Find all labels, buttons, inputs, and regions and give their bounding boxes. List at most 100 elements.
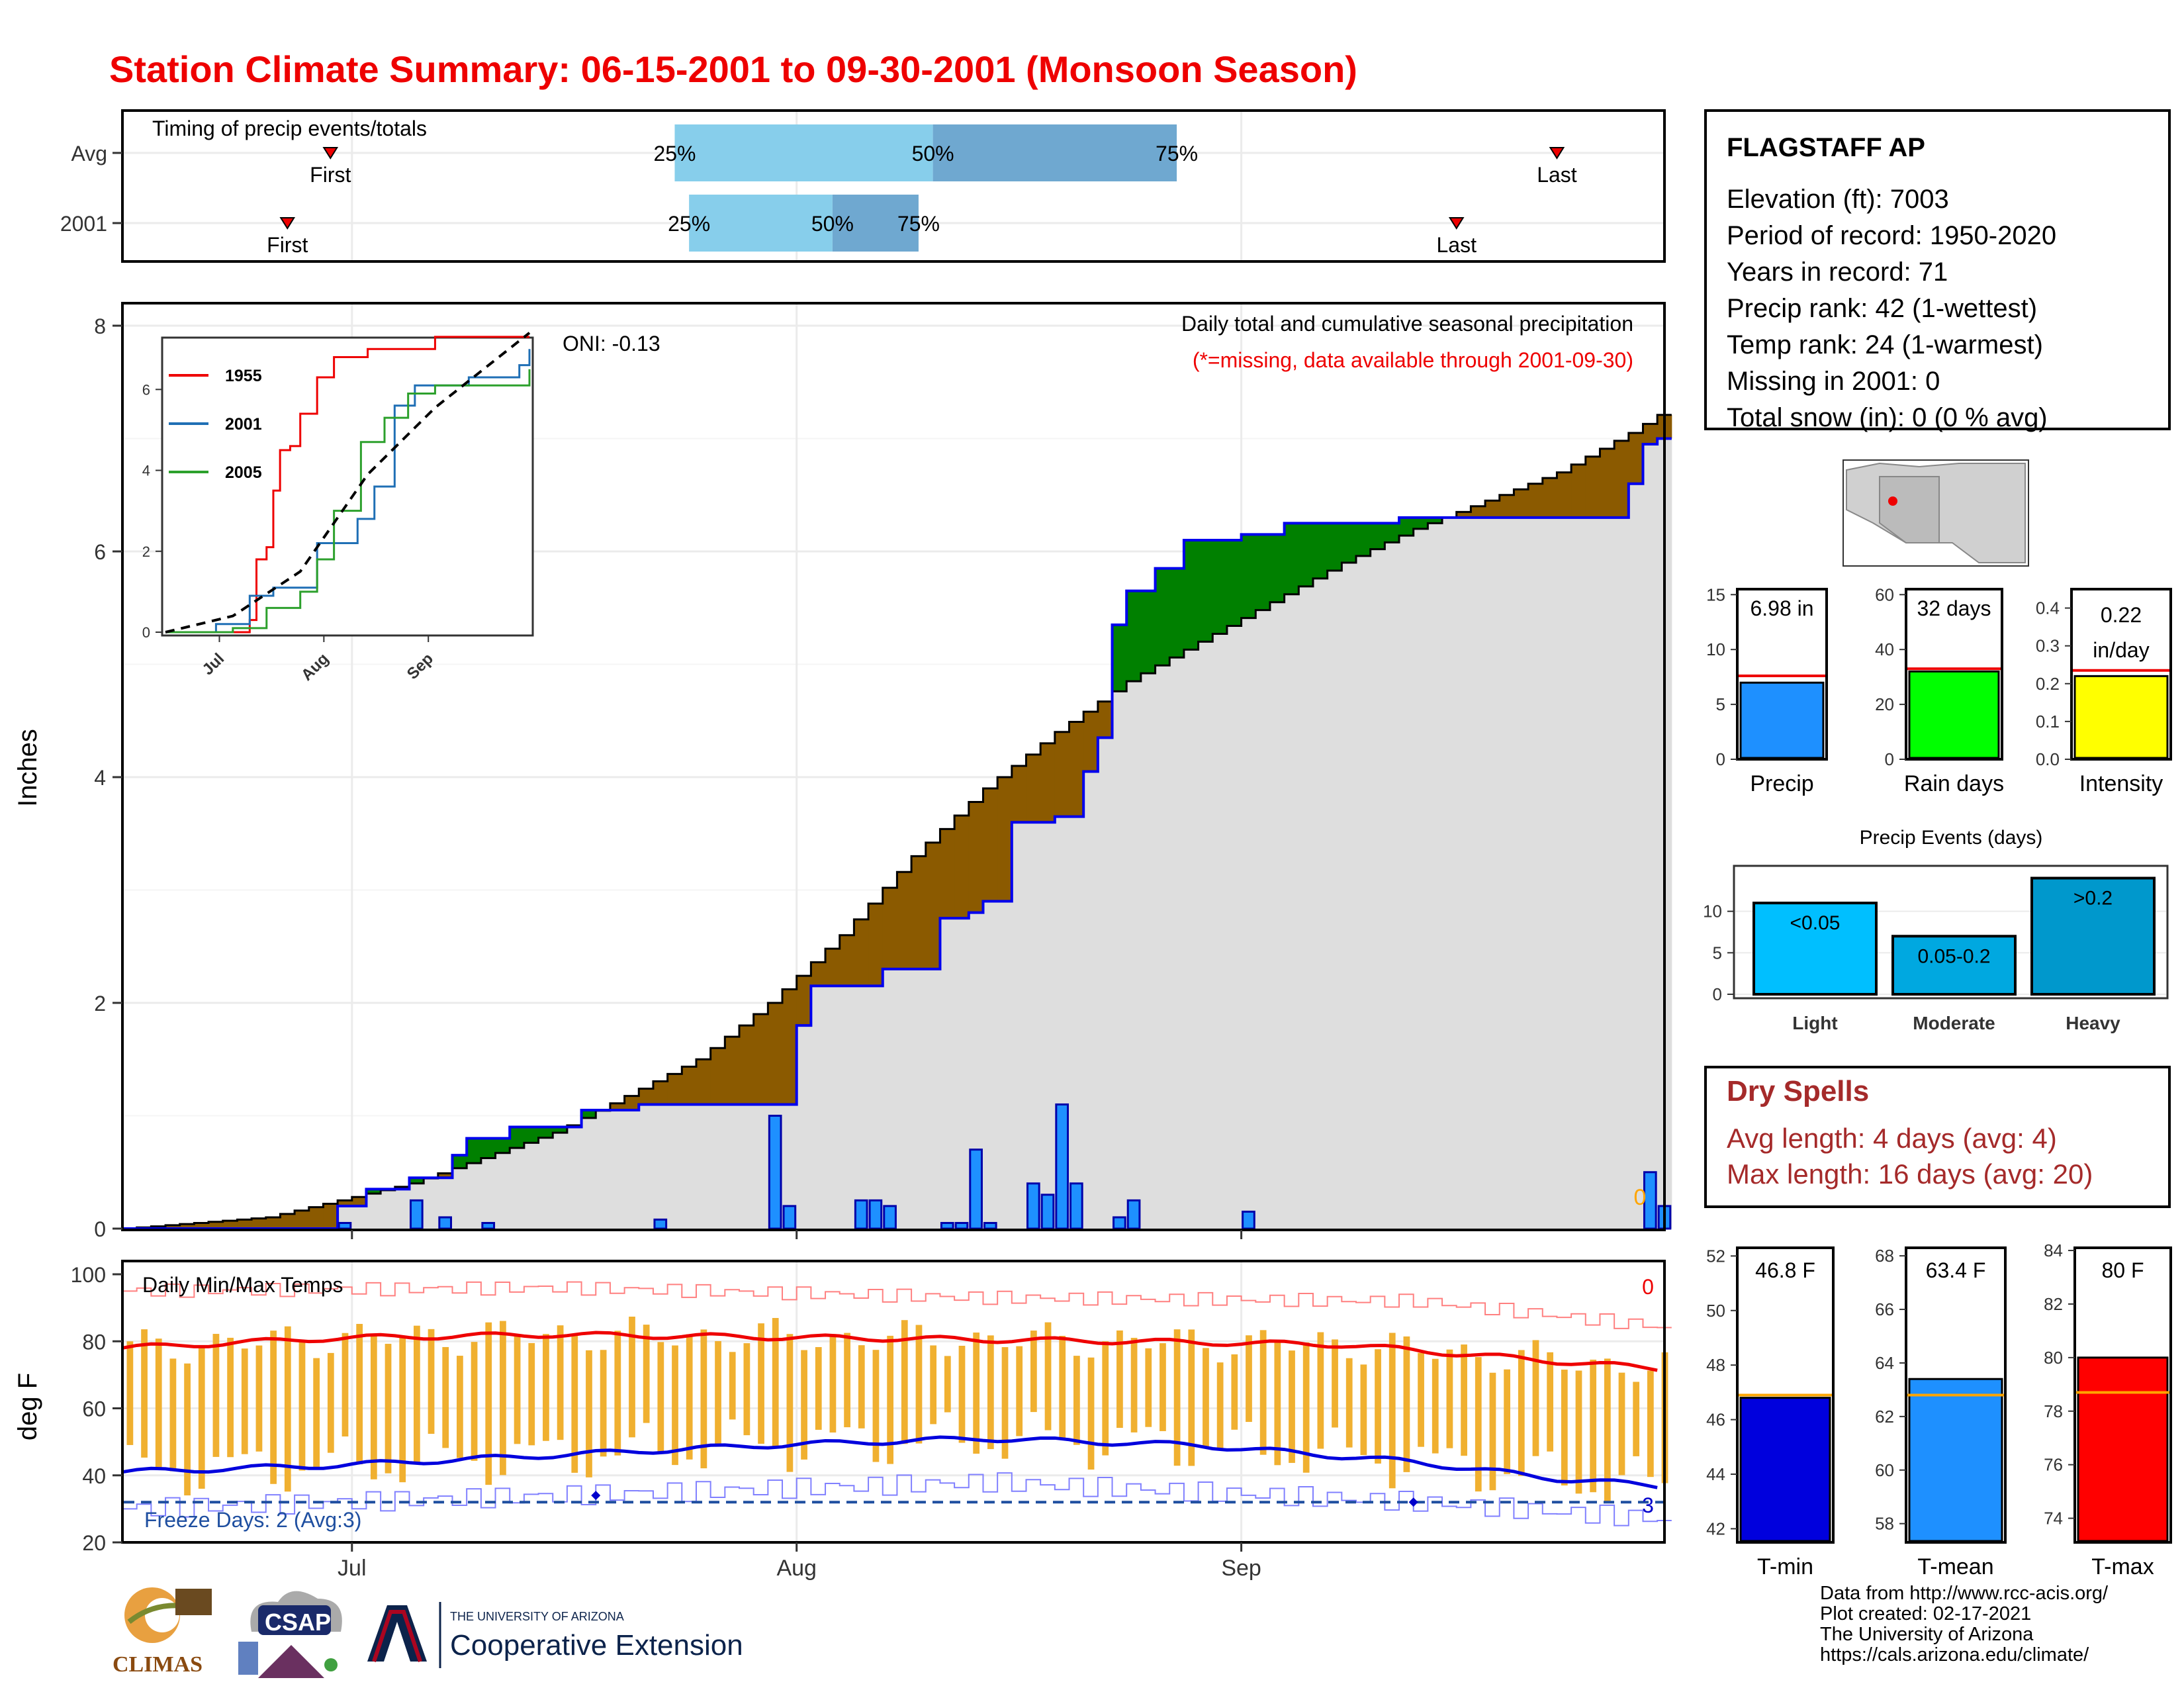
below-avg-fill xyxy=(1026,754,1041,823)
cumulative-base xyxy=(954,918,970,1229)
freeze-days-label: Freeze Days: 2 (Avg:3) xyxy=(144,1508,361,1532)
daily-temp-bar xyxy=(1317,1332,1324,1449)
below-avg-fill xyxy=(954,815,970,919)
daily-temp-bar xyxy=(844,1333,850,1428)
above-avg-fill xyxy=(581,1109,596,1118)
above-avg-fill xyxy=(452,1155,467,1168)
t-mean-label: T-mean xyxy=(1917,1554,1993,1579)
daily-temp-bar xyxy=(987,1335,994,1450)
daily-temp-bar xyxy=(1001,1347,1009,1459)
below-avg-fill xyxy=(1514,489,1529,518)
cumulative-base xyxy=(1514,517,1529,1229)
daily-temp-bar xyxy=(1475,1357,1482,1492)
below-avg-fill xyxy=(1097,701,1113,738)
daily-temp-bar xyxy=(1073,1356,1080,1445)
daily-temp-bar xyxy=(1446,1349,1453,1448)
rain-days-value: 32 days xyxy=(1917,596,1991,620)
timing-p25: 25% xyxy=(668,212,710,236)
station-location-marker xyxy=(1888,496,1897,506)
precip-y-tick: 10 xyxy=(1706,639,1725,659)
below-avg-fill xyxy=(295,1210,310,1229)
below-avg-fill xyxy=(1471,506,1486,518)
timing-last-label: Last xyxy=(1537,163,1577,187)
station-period: Period of record: 1950-2020 xyxy=(1727,221,2057,250)
daily-temp-bar xyxy=(1087,1357,1095,1470)
daily-temp-bar xyxy=(1289,1350,1295,1463)
below-avg-fill xyxy=(1528,483,1543,518)
inset-legend-label: 1955 xyxy=(225,367,262,385)
below-avg-fill xyxy=(610,1103,625,1110)
inset-y-tick: 2 xyxy=(142,543,150,560)
cumulative-base xyxy=(437,1178,453,1229)
events-y-tick: 0 xyxy=(1713,984,1722,1004)
avg-min-line xyxy=(122,1435,1658,1489)
precip-y-tick: 15 xyxy=(1706,585,1725,604)
above-avg-fill xyxy=(510,1127,525,1149)
daily-temp-bar xyxy=(1461,1344,1467,1456)
timing-bar-upper xyxy=(933,124,1177,181)
cumulative-base xyxy=(1198,641,1213,1229)
daily-temp-bar xyxy=(672,1345,678,1466)
above-avg-fill xyxy=(1255,534,1271,610)
cumulative-base xyxy=(467,1163,482,1229)
inset-frame xyxy=(161,336,534,637)
below-avg-fill xyxy=(308,1207,324,1229)
events-bar-text: <0.05 xyxy=(1790,912,1841,934)
timing-p50: 50% xyxy=(811,212,854,236)
cumulative-base xyxy=(381,1190,396,1229)
below-avg-fill xyxy=(696,1059,711,1105)
daily-temp-bar xyxy=(1504,1369,1510,1474)
ua-logo-big: Cooperative Extension xyxy=(450,1629,743,1662)
daily-temp-bar xyxy=(1432,1358,1439,1454)
above-avg-fill xyxy=(1413,517,1428,529)
temp-record-low-count: 3 xyxy=(1642,1493,1654,1517)
daily-temp-bar xyxy=(1332,1339,1338,1428)
station-info-box: FLAGSTAFF AP Elevation (ft): 7003 Period… xyxy=(1704,109,2171,432)
cumulative-base xyxy=(1471,517,1486,1229)
daily-temp-bar xyxy=(1360,1364,1367,1456)
below-avg-fill xyxy=(265,1217,281,1229)
daily-temp-bar xyxy=(1532,1340,1539,1456)
main-subtitle: Daily total and cumulative seasonal prec… xyxy=(1181,312,1633,336)
below-avg-fill xyxy=(1499,494,1514,518)
cumulative-base xyxy=(1542,517,1557,1229)
daily-temp-bar xyxy=(514,1335,521,1444)
timing-bar-lower xyxy=(674,124,933,181)
cumulative-base xyxy=(495,1152,510,1229)
above-avg-fill xyxy=(467,1138,482,1164)
daily-temp-bar xyxy=(227,1337,234,1458)
below-avg-fill xyxy=(739,1025,754,1105)
x-month-label: Sep xyxy=(1221,1556,1261,1581)
below-avg-fill xyxy=(1585,456,1600,518)
intensity-label: Intensity xyxy=(2079,771,2163,796)
cumulative-base xyxy=(1155,665,1170,1229)
cumulative-base xyxy=(1011,822,1026,1229)
t-min-y-tick: 52 xyxy=(1706,1246,1725,1266)
intensity-y-tick: 0.1 xyxy=(2036,712,2060,731)
timing-row-label: Avg xyxy=(71,142,107,165)
below-avg-fill xyxy=(882,888,897,969)
ua-logo-small: THE UNIVERSITY OF ARIZONA xyxy=(450,1610,624,1623)
events-bar-light xyxy=(1752,902,1878,996)
daily-temp-bar xyxy=(1604,1358,1611,1501)
below-avg-fill xyxy=(796,976,811,1026)
cumulative-base xyxy=(1126,681,1142,1229)
daily-temp-bar xyxy=(370,1333,377,1479)
below-avg-fill xyxy=(338,1200,353,1206)
below-avg-fill xyxy=(925,842,940,969)
cumulative-base xyxy=(1385,542,1400,1229)
t-max-y-tick: 76 xyxy=(2044,1455,2063,1475)
station-years: Years in record: 71 xyxy=(1727,258,1948,287)
temp-frame xyxy=(121,1260,1666,1544)
above-avg-fill xyxy=(538,1127,553,1138)
daily-temp-bar xyxy=(743,1343,751,1436)
timing-last-marker xyxy=(1549,147,1565,160)
above-avg-fill xyxy=(1212,539,1228,634)
daily-temp-bar xyxy=(1489,1372,1496,1491)
rain-days-y-tick: 0 xyxy=(1885,749,1894,769)
t-max-y-tick: 84 xyxy=(2044,1241,2063,1260)
above-avg-fill xyxy=(1356,523,1371,556)
cumulative-base xyxy=(1614,517,1629,1229)
below-avg-fill xyxy=(351,1197,367,1206)
daily-temp-bar xyxy=(298,1342,306,1471)
